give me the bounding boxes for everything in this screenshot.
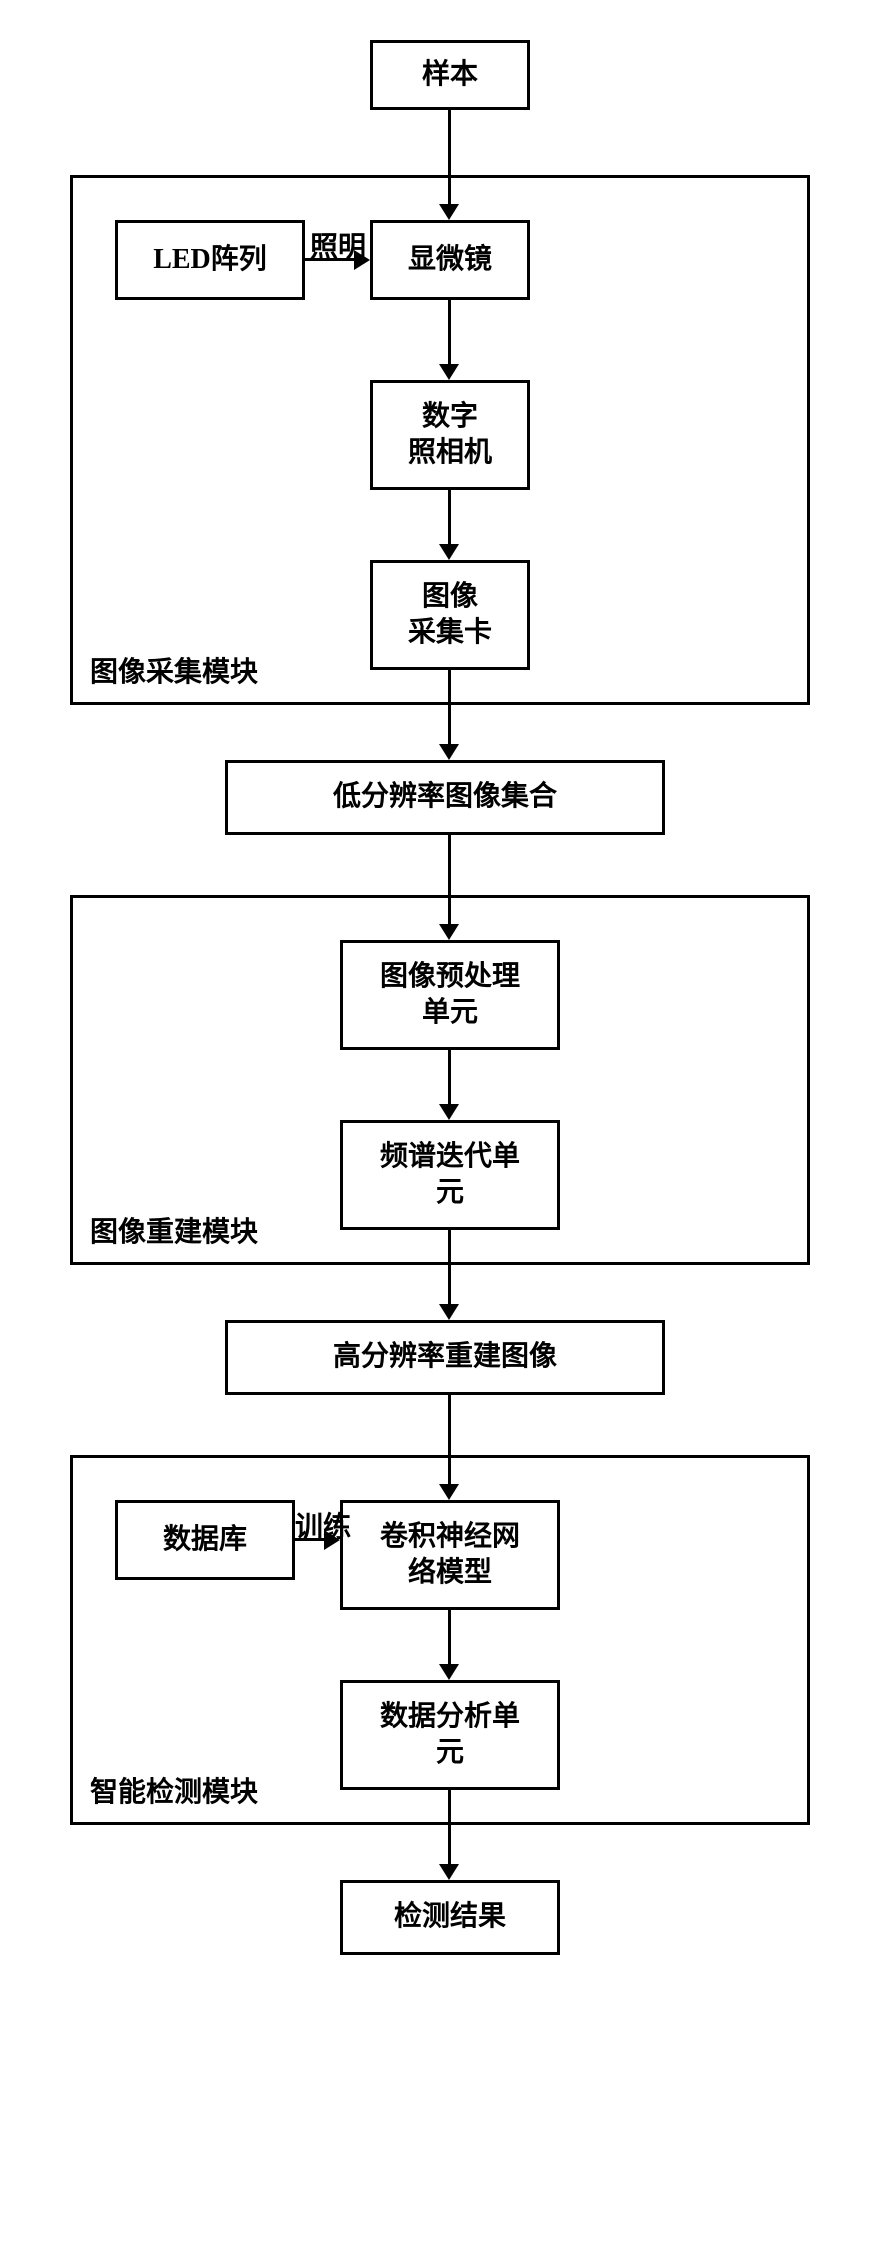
node-camera: 数字照相机: [370, 380, 530, 490]
node-analysis-label: 数据分析单元: [380, 1699, 520, 1772]
node-highres-label: 高分辨率重建图像: [333, 1339, 557, 1375]
node-preproc-label: 图像预处理单元: [380, 959, 520, 1032]
node-capture-label: 图像采集卡: [408, 579, 492, 652]
node-lowres-label: 低分辨率图像集合: [333, 779, 557, 815]
node-specunit-label: 频谱迭代单元: [380, 1139, 520, 1212]
node-led-label: LED阵列: [153, 242, 267, 278]
arrow-head: [439, 1864, 459, 1880]
node-cnn: 卷积神经网络模型: [340, 1500, 560, 1610]
arrow-head: [439, 1484, 459, 1500]
node-sample-label: 样本: [422, 57, 478, 93]
arrow: [448, 1395, 451, 1486]
arrow-head: [439, 744, 459, 760]
edge-label-train: 训练: [295, 1505, 351, 1545]
node-microscope-label: 显微镜: [408, 242, 492, 278]
arrow-head: [439, 204, 459, 220]
arrow-head: [439, 1664, 459, 1680]
node-sample: 样本: [370, 40, 530, 110]
arrow: [448, 1050, 451, 1106]
arrow-head: [439, 364, 459, 380]
arrow: [448, 110, 451, 206]
node-db-label: 数据库: [163, 1522, 247, 1558]
node-db: 数据库: [115, 1500, 295, 1580]
arrow: [448, 1610, 451, 1666]
node-specunit: 频谱迭代单元: [340, 1120, 560, 1230]
node-result-label: 检测结果: [394, 1899, 506, 1935]
module-reconstruction-label: 图像重建模块: [90, 1210, 258, 1250]
arrow-head: [439, 1104, 459, 1120]
edge-label-illum: 照明: [310, 225, 366, 265]
arrow: [448, 1790, 451, 1866]
node-microscope: 显微镜: [370, 220, 530, 300]
node-lowres: 低分辨率图像集合: [225, 760, 665, 835]
arrow-head: [439, 544, 459, 560]
node-capture: 图像采集卡: [370, 560, 530, 670]
arrow: [448, 670, 451, 746]
node-result: 检测结果: [340, 1880, 560, 1955]
node-camera-label: 数字照相机: [408, 399, 492, 472]
node-cnn-label: 卷积神经网络模型: [380, 1519, 520, 1592]
flowchart: 图像采集模块 图像重建模块 智能检测模块 样本 LED阵列 显微镜 数字照相机 …: [40, 40, 839, 2220]
node-highres: 高分辨率重建图像: [225, 1320, 665, 1395]
module-detection-label: 智能检测模块: [90, 1770, 258, 1810]
node-led: LED阵列: [115, 220, 305, 300]
arrow-head: [439, 1304, 459, 1320]
node-preproc: 图像预处理单元: [340, 940, 560, 1050]
module-acquisition-label: 图像采集模块: [90, 650, 258, 690]
arrow: [448, 835, 451, 926]
arrow: [448, 300, 451, 366]
arrow: [448, 490, 451, 546]
arrow-head: [439, 924, 459, 940]
node-analysis: 数据分析单元: [340, 1680, 560, 1790]
arrow: [448, 1230, 451, 1306]
